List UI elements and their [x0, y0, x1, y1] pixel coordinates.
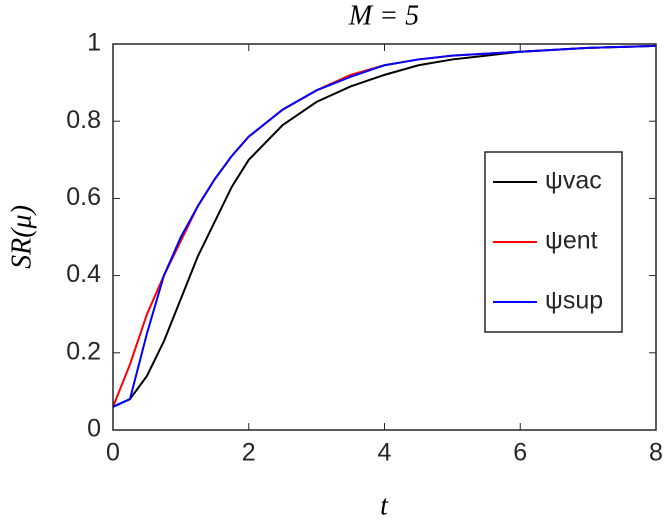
axes-box	[112, 43, 657, 431]
y-tick-label: 1	[87, 29, 101, 57]
x-tick-label: 4	[378, 439, 392, 467]
y-tick-label: 0.2	[66, 337, 101, 365]
x-tick-label: 0	[106, 439, 120, 467]
legend-label: ψent	[545, 227, 598, 255]
y-tick-label: 0.4	[66, 260, 101, 288]
y-tick-label: 0.6	[66, 183, 101, 211]
legend-label: ψsup	[545, 287, 603, 315]
y-tick-label: 0	[87, 415, 101, 443]
x-axis-label: t	[380, 490, 389, 521]
x-tick-label: 8	[649, 439, 663, 467]
legend-label: ψvac	[545, 167, 602, 195]
y-axis-label: SR(μ)	[6, 205, 37, 269]
series-line	[112, 44, 657, 408]
x-tick-label: 2	[242, 439, 256, 467]
series-line	[112, 44, 657, 408]
chart-title: M = 5	[348, 0, 419, 31]
x-tick-label: 6	[513, 439, 527, 467]
y-tick-label: 0.8	[66, 106, 101, 134]
